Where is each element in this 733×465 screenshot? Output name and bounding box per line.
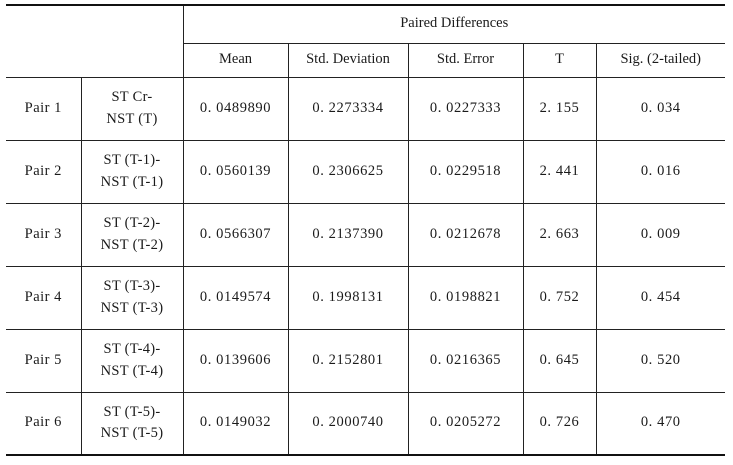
sig-cell: 0. 009 <box>595 202 725 267</box>
std-error-cell: 0. 0212678 <box>407 202 524 267</box>
column-header-t: T <box>522 42 597 78</box>
std-deviation-cell: 0. 2306625 <box>287 139 409 204</box>
std-error-cell: 0. 0198821 <box>407 265 524 330</box>
std-deviation-cell: 0. 2273334 <box>287 76 409 141</box>
table-row: Pair 3 ST (T-2)- NST (T-2) 0. 0566307 0.… <box>6 202 725 267</box>
std-deviation-cell: 0. 1998131 <box>287 265 409 330</box>
pair-label: Pair 2 <box>6 139 82 204</box>
test-line-1: ST (T-3)- <box>103 278 161 295</box>
pair-label: Pair 3 <box>6 202 82 267</box>
column-header-mean: Mean <box>182 42 289 78</box>
std-error-cell: 0. 0229518 <box>407 139 524 204</box>
table-row: Pair 6 ST (T-5)- NST (T-5) 0. 0149032 0.… <box>6 391 725 456</box>
test-variables-cell: ST (T-5)- NST (T-5) <box>80 391 184 456</box>
t-cell: 2. 441 <box>522 139 597 204</box>
pair-label: Pair 4 <box>6 265 82 330</box>
t-cell: 0. 752 <box>522 265 597 330</box>
mean-cell: 0. 0489890 <box>182 76 289 141</box>
mean-cell: 0. 0139606 <box>182 328 289 393</box>
t-cell: 0. 645 <box>522 328 597 393</box>
mean-cell: 0. 0566307 <box>182 202 289 267</box>
sig-cell: 0. 470 <box>595 391 725 456</box>
std-error-cell: 0. 0216365 <box>407 328 524 393</box>
mean-cell: 0. 0149032 <box>182 391 289 456</box>
mean-cell: 0. 0149574 <box>182 265 289 330</box>
std-deviation-cell: 0. 2152801 <box>287 328 409 393</box>
paired-differences-table-container: Paired Differences Mean Std. Deviation S… <box>6 4 725 456</box>
t-cell: 2. 663 <box>522 202 597 267</box>
test-variables-cell: ST (T-2)- NST (T-2) <box>80 202 184 267</box>
column-header-std-deviation: Std. Deviation <box>287 42 409 78</box>
sig-cell: 0. 034 <box>595 76 725 141</box>
header-row-group: Paired Differences <box>6 4 725 78</box>
test-variables-cell: ST (T-1)- NST (T-1) <box>80 139 184 204</box>
header-row-columns: Mean Std. Deviation Std. Error T Sig. (2… <box>6 42 725 78</box>
sig-cell: 0. 016 <box>595 139 725 204</box>
table-row: Pair 5 ST (T-4)- NST (T-4) 0. 0139606 0.… <box>6 328 725 393</box>
std-deviation-cell: 0. 2000740 <box>287 391 409 456</box>
table-row: Pair 1 ST Cr- NST (T) 0. 0489890 0. 2273… <box>6 76 725 141</box>
test-line-1: ST (T-1)- <box>103 152 161 169</box>
t-cell: 0. 726 <box>522 391 597 456</box>
test-variables-cell: ST Cr- NST (T) <box>80 76 184 141</box>
t-cell: 2. 155 <box>522 76 597 141</box>
test-line-2: NST (T-5) <box>100 425 164 442</box>
sig-cell: 0. 454 <box>595 265 725 330</box>
mean-cell: 0. 0560139 <box>182 139 289 204</box>
table-row: Pair 2 ST (T-1)- NST (T-1) 0. 0560139 0.… <box>6 139 725 204</box>
table-row: Pair 4 ST (T-3)- NST (T-3) 0. 0149574 0.… <box>6 265 725 330</box>
test-line-1: ST (T-5)- <box>103 404 161 421</box>
test-line-1: ST (T-2)- <box>103 215 161 232</box>
test-line-2: NST (T-3) <box>100 299 164 316</box>
header-blank-cell <box>6 4 184 78</box>
pair-label: Pair 5 <box>6 328 82 393</box>
sig-cell: 0. 520 <box>595 328 725 393</box>
test-line-2: NST (T) <box>106 110 158 127</box>
column-header-sig: Sig. (2-tailed) <box>595 42 725 78</box>
column-header-std-error: Std. Error <box>407 42 524 78</box>
test-line-1: ST Cr- <box>111 89 153 106</box>
pair-label: Pair 6 <box>6 391 82 456</box>
test-line-1: ST (T-4)- <box>103 341 161 358</box>
std-error-cell: 0. 0227333 <box>407 76 524 141</box>
test-variables-cell: ST (T-4)- NST (T-4) <box>80 328 184 393</box>
test-line-2: NST (T-4) <box>100 362 164 379</box>
test-line-2: NST (T-2) <box>100 236 164 253</box>
test-line-2: NST (T-1) <box>100 173 164 190</box>
group-header: Paired Differences <box>182 4 725 44</box>
std-error-cell: 0. 0205272 <box>407 391 524 456</box>
std-deviation-cell: 0. 2137390 <box>287 202 409 267</box>
paired-differences-table: Paired Differences Mean Std. Deviation S… <box>6 4 725 456</box>
pair-label: Pair 1 <box>6 76 82 141</box>
test-variables-cell: ST (T-3)- NST (T-3) <box>80 265 184 330</box>
